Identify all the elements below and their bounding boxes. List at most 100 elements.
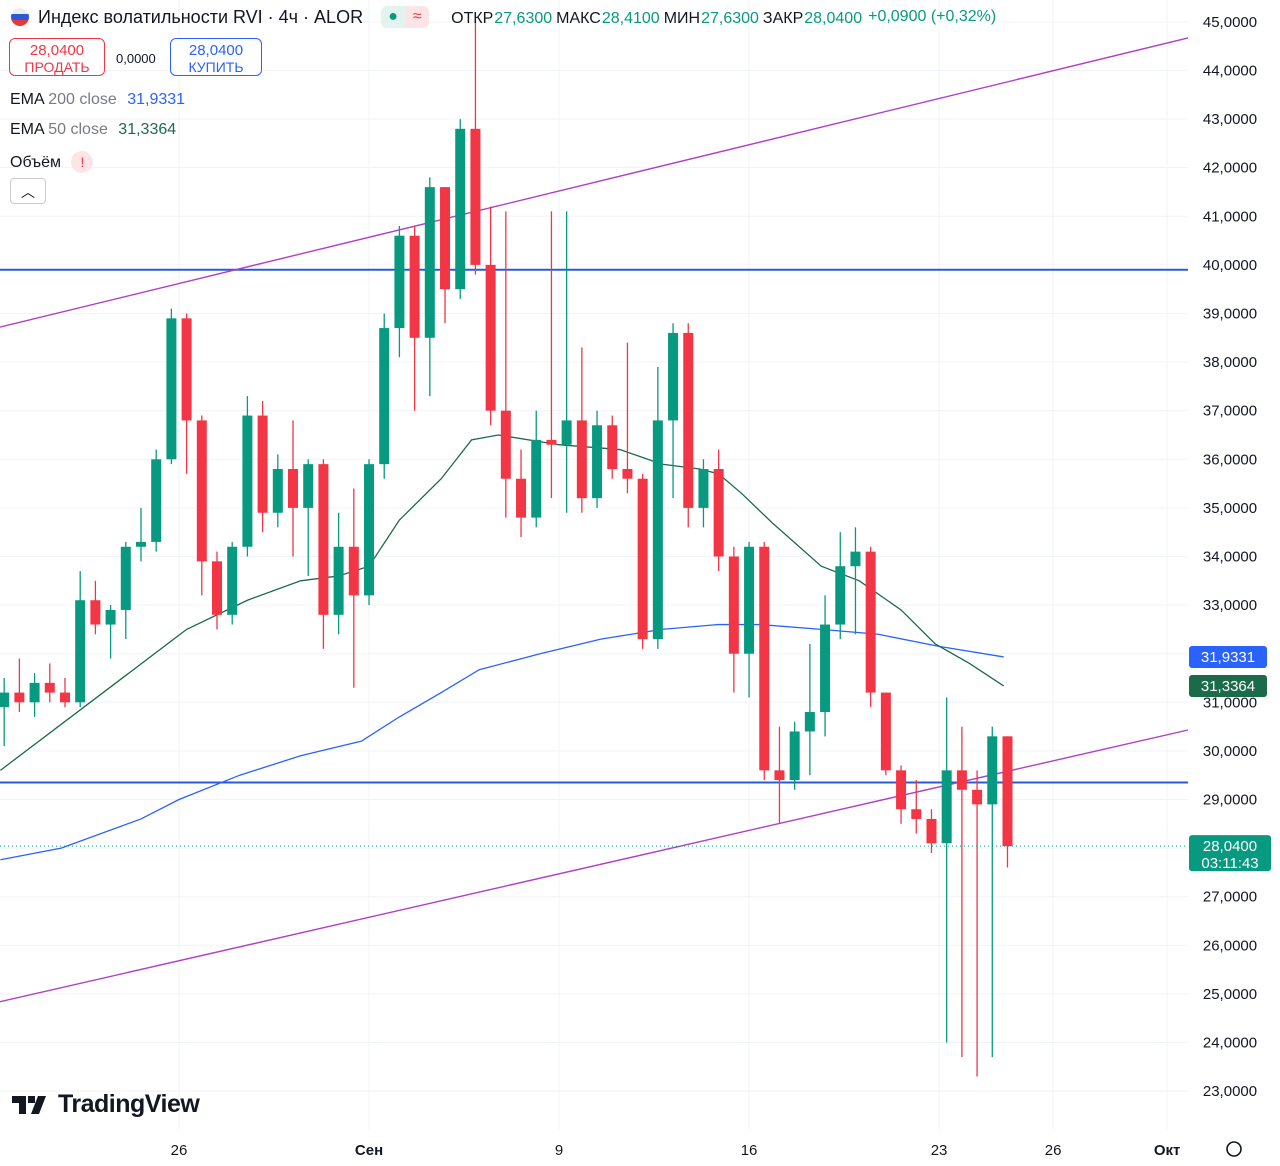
candle-body: [409, 235, 420, 338]
delayed-icon: ≈: [405, 6, 430, 28]
ohlc-value: 27,6300: [494, 9, 553, 27]
candle-body: [348, 546, 359, 596]
indicator-name: EMA: [10, 91, 44, 108]
y-tick-label: 31,0000: [1203, 694, 1257, 711]
indicator-legend: EMA 200 close 31,9331: [10, 91, 185, 109]
candle-body: [455, 128, 466, 290]
x-tick-label: 26: [1045, 1142, 1062, 1159]
indicator-params: 200 close: [48, 91, 117, 108]
candle-body: [698, 469, 709, 508]
ohlc-label: ЗАКР: [762, 9, 804, 27]
y-tick-label: 26,0000: [1203, 937, 1257, 954]
candle-body: [956, 770, 967, 790]
candle-body: [333, 546, 344, 615]
countdown: 03:11:43: [1201, 855, 1258, 872]
candle-body: [972, 789, 983, 805]
x-tick-label: Окт: [1154, 1142, 1181, 1159]
candle-body: [379, 328, 390, 465]
candle-body: [500, 410, 511, 479]
ohlc-value: 27,6300: [701, 9, 759, 27]
settings-icon: [1226, 1141, 1242, 1157]
logo: TradingView: [12, 1090, 200, 1119]
candle-body: [0, 692, 10, 708]
candle-body: [181, 318, 192, 421]
candle-body: [774, 770, 785, 781]
sell-button[interactable]: 28,0400 ПРОДАТЬ: [9, 38, 105, 76]
candle-body: [713, 469, 724, 557]
y-tick-label: 45,0000: [1203, 14, 1257, 31]
y-tick-label: 33,0000: [1203, 597, 1257, 614]
y-tick-label: 41,0000: [1203, 208, 1257, 225]
spread: 0,0000: [116, 51, 156, 66]
candle-body: [29, 682, 40, 703]
flag-icon: [11, 8, 29, 26]
trend-line: [0, 37, 1189, 328]
candle-body: [44, 682, 55, 693]
x-tick-label: 23: [931, 1142, 948, 1159]
candle-body: [911, 809, 922, 819]
buy-price: 28,0400: [188, 42, 244, 59]
candle-body: [196, 420, 207, 562]
collapse-button[interactable]: ︿: [10, 178, 46, 204]
candle-body: [59, 692, 70, 703]
sell-label: ПРОДАТЬ: [24, 59, 90, 75]
warning-icon: !: [71, 151, 94, 173]
change: +0,0900 (+0,32%): [868, 8, 997, 25]
ohlc: ОТКР27,6300 МАКС28,4100 МИН27,6300 ЗАКР28,0…: [447, 7, 862, 28]
candle-body: [607, 425, 618, 470]
candle-body: [14, 692, 25, 703]
candle-body: [242, 415, 253, 547]
logo-text: TradingView: [58, 1090, 200, 1118]
candle-body: [622, 469, 633, 479]
candle-body: [75, 600, 86, 703]
candle-body: [668, 332, 679, 421]
candle-body: [440, 187, 451, 290]
y-tick-label: 44,0000: [1203, 62, 1257, 79]
ema-line: [0, 623, 1004, 861]
candle-body: [835, 566, 846, 625]
y-tick-label: 38,0000: [1203, 354, 1257, 371]
indicator-value: 31,9331: [127, 91, 186, 108]
x-tick-label: 26: [171, 1142, 188, 1159]
y-tick-label: 30,0000: [1203, 743, 1257, 760]
candle-body: [789, 731, 800, 781]
candle-body: [941, 770, 952, 844]
candle-body: [896, 770, 907, 810]
logo-icon: [12, 1095, 46, 1114]
candle-body: [303, 464, 314, 508]
candle-body: [288, 469, 299, 508]
candle-body: [166, 318, 177, 460]
candle-body: [151, 459, 162, 542]
candle-body: [120, 546, 131, 610]
candle-body: [804, 712, 815, 732]
x-tick-label: Сен: [355, 1142, 383, 1159]
candle-body: [470, 128, 481, 265]
y-tick-label: 37,0000: [1203, 403, 1257, 420]
price-label: 28,0400: [1203, 838, 1257, 855]
price-label-box: [1189, 835, 1271, 872]
ohlc-value: 28,4100: [601, 9, 660, 27]
market-open-dot: ●: [381, 6, 406, 28]
candle-body: [424, 187, 435, 338]
header: Индекс волатильности RVI · 4ч · ALOR ● ≈…: [10, 6, 996, 28]
candle-body: [728, 556, 739, 654]
x-tick-label: 9: [555, 1142, 563, 1159]
candle-body: [592, 425, 603, 499]
ohlc-label: МАКС: [556, 9, 601, 27]
candle-body: [561, 420, 572, 445]
indicator-value: 31,3364: [118, 121, 177, 138]
x-tick-label: 16: [741, 1142, 758, 1159]
candle-body: [820, 624, 831, 713]
buy-button[interactable]: 28,0400 КУПИТЬ: [170, 38, 262, 76]
ohlc-value: 28,0400: [804, 9, 863, 27]
candle-body: [105, 609, 116, 625]
candle-body: [926, 818, 937, 844]
candle-body: [90, 600, 101, 625]
y-tick-label: 43,0000: [1203, 111, 1257, 128]
y-tick-label: 40,0000: [1203, 257, 1257, 274]
candle-body: [880, 692, 891, 771]
y-tick-label: 23,0000: [1203, 1083, 1257, 1100]
buy-label: КУПИТЬ: [188, 59, 244, 75]
